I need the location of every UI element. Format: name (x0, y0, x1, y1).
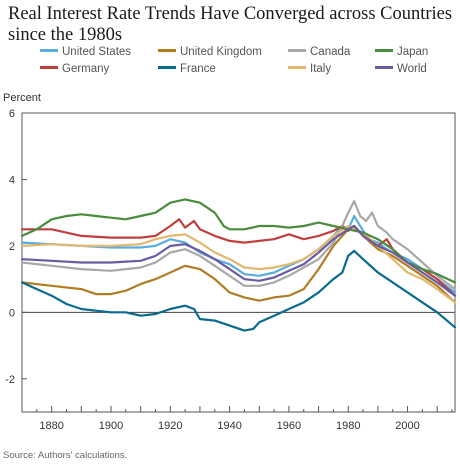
source-note: Source: Authors' calculations. (3, 450, 128, 461)
legend-swatch (288, 66, 306, 70)
y-axis-title: Percent (3, 92, 41, 104)
series-line-germany (20, 218, 457, 297)
x-tick-label: 1880 (39, 420, 63, 432)
series-line-canada (20, 199, 457, 291)
x-tick-label: 1920 (158, 420, 182, 432)
legend-swatch (158, 49, 176, 53)
y-tick-label: -2 (5, 374, 15, 386)
legend-item-world: World (375, 63, 427, 76)
x-tick-label: 1940 (217, 420, 241, 432)
x-tick-label: 1900 (99, 420, 123, 432)
y-tick-label: 4 (9, 174, 15, 186)
legend-item-japan: Japan (375, 46, 428, 59)
series-line-world (20, 224, 457, 297)
x-tick-label: 1980 (336, 420, 360, 432)
legend-swatch (288, 49, 306, 53)
x-tick-label: 1960 (277, 420, 301, 432)
chart-title: Real Interest Rate Trends Have Converged… (8, 4, 453, 45)
legend: United States Germany United Kingdom France… (0, 0, 460, 90)
legend-label: United Kingdom (180, 46, 262, 58)
legend-item-france: France (158, 63, 216, 76)
x-tick-label: 2000 (395, 420, 419, 432)
legend-label: Italy (310, 63, 332, 75)
legend-label: Germany (62, 63, 110, 75)
legend-swatch (375, 49, 393, 53)
legend-swatch (375, 66, 393, 70)
legend-label: World (397, 63, 427, 75)
legend-swatch (40, 49, 58, 53)
series-line-france (20, 249, 457, 332)
legend-label: France (180, 63, 216, 75)
series-line-italy (20, 224, 457, 304)
legend-label: United States (62, 46, 132, 58)
legend-label: Canada (310, 46, 351, 58)
legend-swatch (40, 66, 58, 70)
legend-item-united-kingdom: United Kingdom (158, 46, 262, 59)
legend-item-italy: Italy (288, 63, 331, 76)
legend-item-canada: Canada (288, 46, 350, 59)
legend-swatch (158, 66, 176, 70)
y-tick-label: 6 (9, 108, 15, 120)
series-line-japan (20, 198, 457, 284)
y-tick-label: 2 (9, 241, 15, 253)
legend-label: Japan (397, 46, 429, 58)
y-tick-label: 0 (9, 307, 15, 319)
legend-item-germany: Germany (40, 63, 109, 76)
legend-item-united-states: United States (40, 46, 131, 59)
